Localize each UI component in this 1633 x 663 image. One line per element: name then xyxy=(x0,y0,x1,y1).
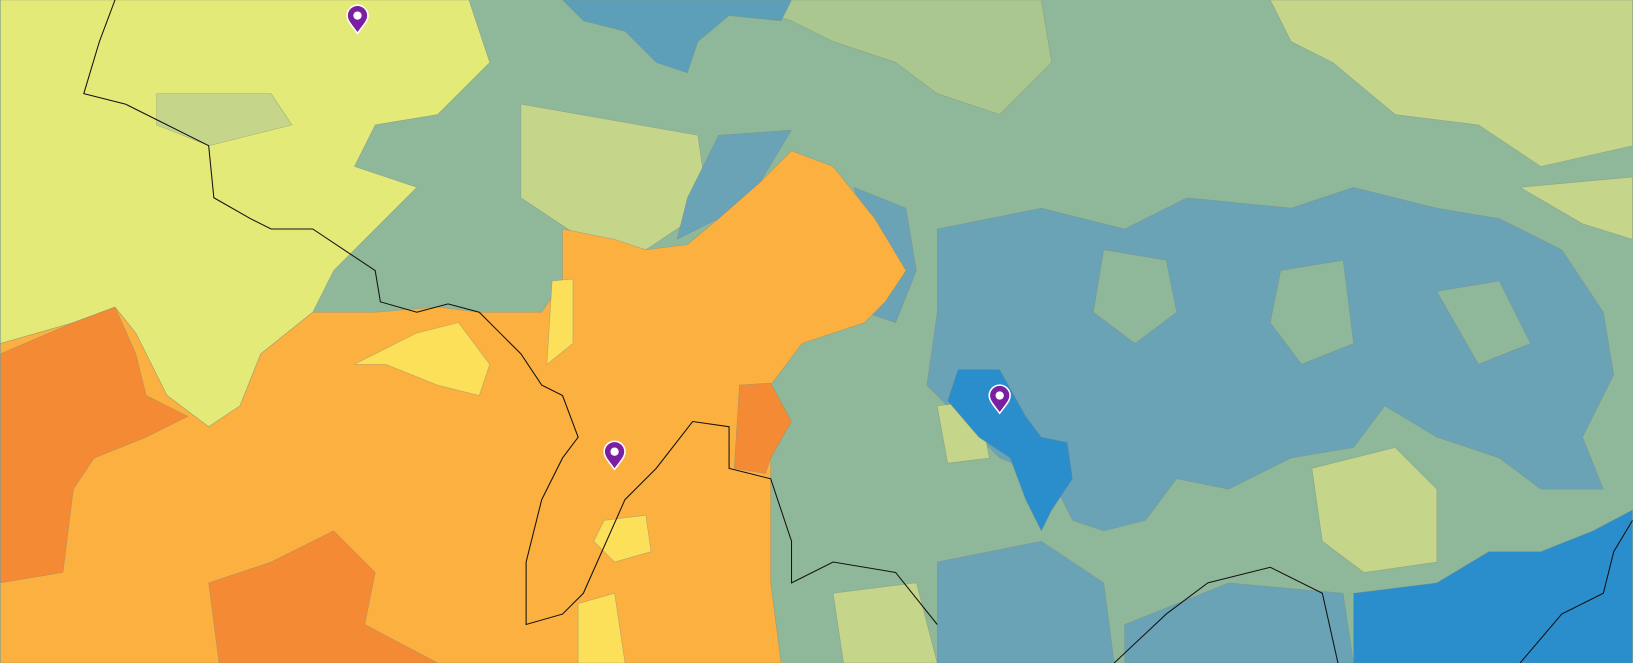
region xyxy=(1436,280,1531,365)
markers xyxy=(346,4,1011,471)
region xyxy=(208,530,438,663)
borders xyxy=(83,0,1633,663)
region xyxy=(0,306,189,584)
region xyxy=(1311,447,1438,573)
region xyxy=(1353,509,1633,663)
border-line xyxy=(1519,520,1633,663)
border-line xyxy=(83,0,938,626)
region xyxy=(354,322,490,396)
region xyxy=(832,582,938,663)
region xyxy=(577,592,626,663)
region xyxy=(1093,249,1177,344)
region xyxy=(562,0,792,74)
map-pin[interactable] xyxy=(988,384,1011,415)
border-line xyxy=(1113,566,1339,663)
map-pin[interactable] xyxy=(603,440,626,471)
region xyxy=(936,540,1115,663)
region xyxy=(734,382,792,474)
region xyxy=(728,0,1053,115)
region xyxy=(947,369,1073,532)
map-pin[interactable] xyxy=(346,4,369,35)
region xyxy=(593,514,652,563)
region xyxy=(546,278,574,365)
region xyxy=(1270,259,1354,365)
